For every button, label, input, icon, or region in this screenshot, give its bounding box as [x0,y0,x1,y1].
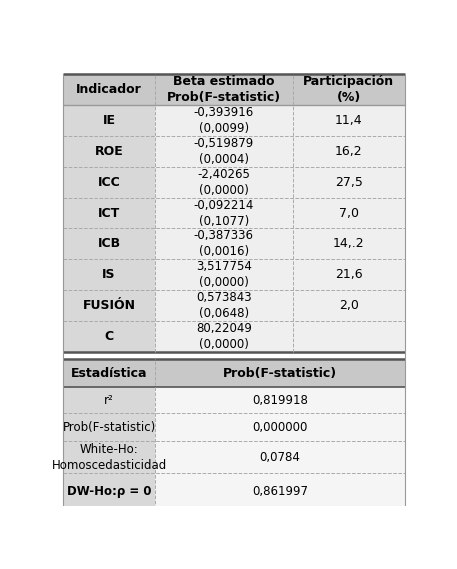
Text: IS: IS [102,268,116,281]
Text: ICC: ICC [98,176,121,189]
Bar [155,360,405,387]
Bar [64,441,155,473]
Text: 0,000000: 0,000000 [252,420,308,434]
Bar [64,105,155,136]
Text: ICT: ICT [98,207,120,220]
Bar [64,259,155,290]
Bar [155,228,293,259]
Text: Prob(F-statistic): Prob(F-statistic) [223,366,337,380]
Text: Estadística: Estadística [71,366,147,380]
Bar [64,197,155,228]
Text: 0,573843
(0,0648): 0,573843 (0,0648) [196,291,251,320]
Text: Prob(F-statistic): Prob(F-statistic) [63,420,156,434]
Text: 21,6: 21,6 [335,268,363,281]
Text: r²: r² [104,394,114,407]
Text: FUSIÓN: FUSIÓN [83,299,136,312]
Bar [155,259,293,290]
Text: 3,517754
(0,0000): 3,517754 (0,0000) [196,260,252,289]
Bar [293,228,405,259]
Bar [64,360,155,387]
Text: 16,2: 16,2 [335,145,363,158]
Text: -0,519879
(0,0004): -0,519879 (0,0004) [194,137,254,166]
Bar [64,290,155,321]
Text: -0,387336
(0,0016): -0,387336 (0,0016) [194,229,254,258]
Text: 0,0784: 0,0784 [260,451,300,464]
Bar [155,441,405,473]
Bar [64,75,155,105]
Text: C: C [105,330,114,343]
Bar [64,228,155,259]
Text: 0,861997: 0,861997 [252,485,308,497]
Bar [64,413,155,441]
Bar [64,321,155,352]
Bar [293,136,405,167]
Text: 80,22049
(0,0000): 80,22049 (0,0000) [196,321,252,351]
Bar [293,167,405,197]
Bar [293,259,405,290]
Bar [155,473,405,509]
Bar [155,197,293,228]
Bar [155,75,293,105]
Text: 7,0: 7,0 [339,207,359,220]
Bar [155,136,293,167]
Bar [293,75,405,105]
Text: 14,.2: 14,.2 [333,237,365,250]
Bar [155,413,405,441]
Text: White-Ho:
Homoscedasticidad: White-Ho: Homoscedasticidad [52,443,167,472]
Text: Beta estimado
Prob(F-statistic): Beta estimado Prob(F-statistic) [167,75,281,104]
Bar [64,167,155,197]
Bar [155,387,405,413]
Bar [155,167,293,197]
Bar [293,321,405,352]
Bar [64,387,155,413]
Bar [155,290,293,321]
Text: -0,092214
(0,1077): -0,092214 (0,1077) [194,199,254,228]
Bar [293,105,405,136]
Text: Participación
(%): Participación (%) [303,75,394,104]
Bar [155,321,293,352]
Bar [293,197,405,228]
Bar [64,473,155,509]
Text: -0,393916
(0,0099): -0,393916 (0,0099) [194,106,254,135]
Bar [293,290,405,321]
Text: 27,5: 27,5 [335,176,363,189]
Bar [155,105,293,136]
Text: DW-Ho:ρ = 0: DW-Ho:ρ = 0 [67,485,151,497]
Text: 0,819918: 0,819918 [252,394,308,407]
Text: -2,40265
(0,0000): -2,40265 (0,0000) [197,168,250,197]
Text: IE: IE [102,114,116,127]
Text: ROE: ROE [95,145,123,158]
Text: Indicador: Indicador [76,83,142,96]
Text: 2,0: 2,0 [339,299,359,312]
Text: 11,4: 11,4 [335,114,363,127]
Text: ICB: ICB [97,237,121,250]
Bar [64,136,155,167]
